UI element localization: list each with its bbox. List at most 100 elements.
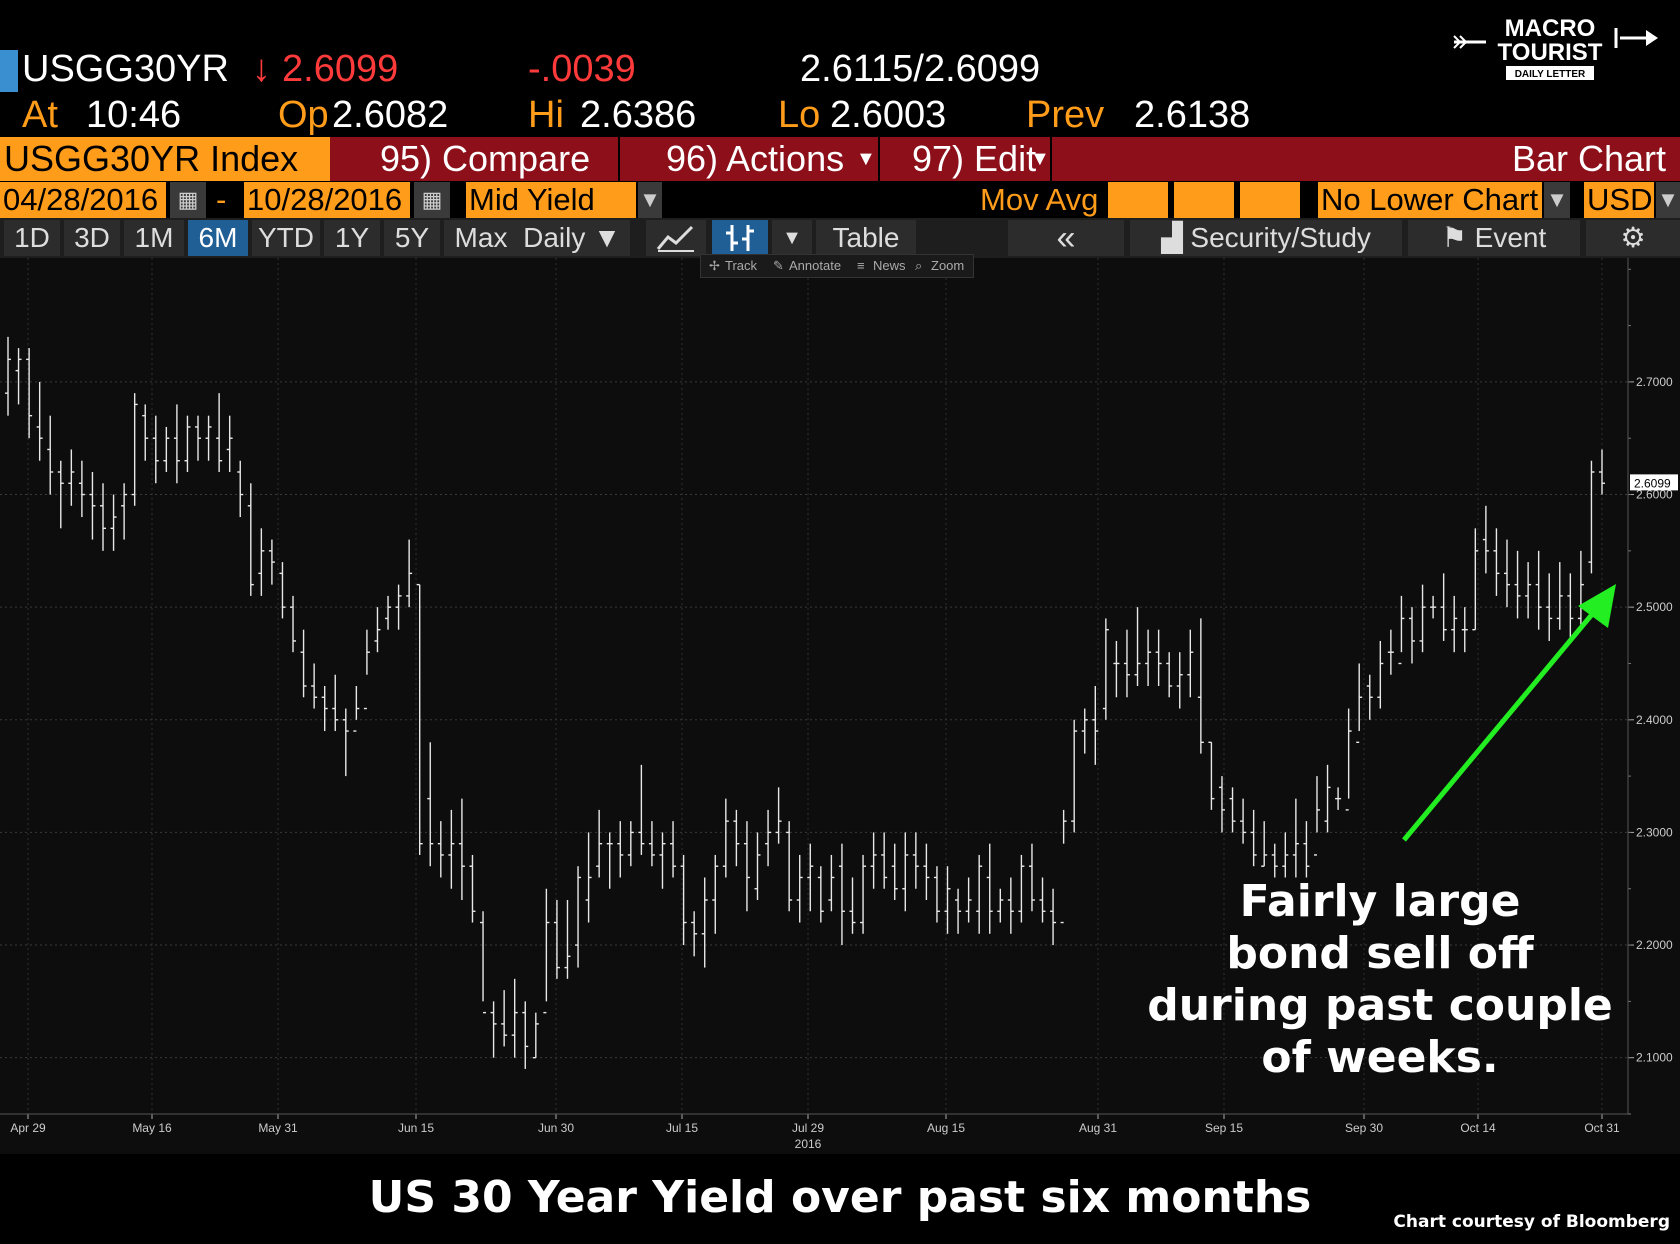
ohlc-bar [1482,505,1489,574]
ohlc-bar [1440,573,1447,641]
zoom-button[interactable]: Zoom [931,258,965,273]
low-label: Lo [778,94,821,136]
down-arrow-icon: ↓ [252,48,271,90]
collapse-icon[interactable]: « [1008,220,1124,256]
event-button[interactable]: ⚑ Event [1408,220,1580,256]
mov-avg-field-3[interactable] [1240,182,1300,218]
ohlc-bar [152,415,159,484]
actions-dropdown-icon[interactable]: ▼ [856,148,876,170]
start-date-input[interactable]: 04/28/2016 [0,182,166,218]
y-tick-label: 2.6000 [1636,488,1673,502]
y-tick-label: 2.1000 [1636,1051,1673,1065]
ohlc-bar [870,832,877,889]
ohlc-bar [1335,787,1342,810]
table-button[interactable]: Table [816,220,916,256]
ohlc-bar [1303,821,1310,878]
period-tab-1y[interactable]: 1Y [324,220,380,256]
period-tab-6m[interactable]: 6M [188,220,248,256]
ohlc-chart[interactable]: 2.1000 2.2000 2.3000 2.4000 2.5000 2.6000 2.70… [0,258,1680,1154]
function-toolbar: USGG30YR Index 95) Compare 96) Actions ▼… [0,137,1680,181]
period-tab-3d[interactable]: 3D [64,220,120,256]
flag-icon: ⚑ [1441,222,1475,253]
ohlc-bar [57,460,64,529]
period-tab-ytd[interactable]: YTD [252,220,320,256]
mov-avg-field-1[interactable] [1108,182,1168,218]
x-tick-label: Oct 31 [1584,1121,1620,1135]
zoom-icon[interactable]: ⌕ [915,258,923,273]
end-date-input[interactable]: 10/28/2016 [244,182,410,218]
settings-gear-icon[interactable]: ⚙ [1586,220,1680,256]
ohlc-bar [1176,652,1183,709]
last-value-marker: 2.6099 [1630,474,1678,491]
bar-chart-icon[interactable] [712,220,768,256]
lower-chart-select[interactable]: No Lower Chart [1318,182,1542,218]
ohlc-bar [342,708,349,777]
ohlc-bar [1345,708,1352,811]
frequency-select[interactable]: Daily ▼ [514,220,630,256]
annotate-icon[interactable]: ✎ [773,258,784,273]
ohlc-bar [395,584,402,630]
x-tick-label: Jun 30 [538,1121,574,1135]
edit-dropdown-icon[interactable]: ▼ [1030,148,1050,170]
ohlc-bar [1546,573,1553,641]
ohlc-bar [1366,674,1373,720]
lower-chart-dropdown-icon[interactable]: ▼ [1544,182,1570,218]
ohlc-bar [1472,528,1479,631]
period-tab-1m[interactable]: 1M [124,220,184,256]
period-tab-5y[interactable]: 5Y [384,220,440,256]
open-value: 2.6082 [332,94,449,136]
ohlc-bar [733,809,740,867]
ohlc-bar [490,1001,497,1058]
annotate-button[interactable]: Annotate [789,258,842,273]
ohlc-bar [448,809,455,889]
ohlc-bar [184,415,191,472]
edit-button[interactable]: 97) Edit [912,138,1037,179]
chart-area [0,258,1680,1154]
x-tick-label: May 16 [132,1121,172,1135]
ohlc-bar [279,562,286,619]
security-field[interactable]: USGG30YR Index [0,137,330,181]
y-tick-label: 2.3000 [1636,825,1673,839]
ohlc-bar [564,900,571,979]
ohlc-bar [543,888,550,1014]
field-dropdown-icon[interactable]: ▼ [638,182,662,218]
event-label: Event [1474,222,1547,253]
currency-select[interactable]: USD [1584,182,1654,218]
period-tab-1d[interactable]: 1D [4,220,60,256]
high-label: Hi [528,94,564,136]
ohlc-bar [627,821,634,867]
net-change: -.0039 [528,48,636,90]
ohlc-bar [501,990,508,1047]
mov-avg-field-2[interactable] [1174,182,1234,218]
ohlc-bar [1123,629,1130,698]
study-icon: ▟ [1161,222,1191,253]
ohlc-bar [1387,629,1394,675]
period-tab-max[interactable]: Max [444,220,518,256]
ohlc-bar [1250,809,1257,867]
ohlc-bar [881,832,888,889]
high-value: 2.6386 [580,94,697,136]
ohlc-bar [680,854,687,946]
ohlc-bar [891,843,898,900]
y-tick-label: 2.2000 [1636,938,1673,952]
ohlc-bar [311,663,318,709]
actions-button[interactable]: 96) Actions [666,138,845,179]
news-icon[interactable]: ≡ [857,258,865,273]
chart-style-dropdown-icon[interactable]: ▼ [772,220,812,256]
security-study-button[interactable]: ▟ Security/Study [1130,220,1402,256]
news-button[interactable]: News [873,258,906,273]
ohlc-bar [131,393,138,506]
field-select[interactable]: Mid Yield [466,182,636,218]
currency-dropdown-icon[interactable]: ▼ [1656,182,1680,218]
track-icon[interactable]: ✢ [709,258,720,273]
end-calendar-icon[interactable]: ▦ [414,182,450,218]
start-calendar-icon[interactable]: ▦ [170,182,206,218]
ohlc-bar [1039,877,1046,923]
compare-button[interactable]: 95) Compare [380,138,591,179]
ohlc-bar [997,888,1004,923]
ohlc-bar [511,978,518,1058]
line-chart-icon[interactable] [646,220,706,256]
ohlc-bar [1229,787,1236,833]
ohlc-bar [1271,843,1278,878]
track-button[interactable]: Track [725,258,758,273]
